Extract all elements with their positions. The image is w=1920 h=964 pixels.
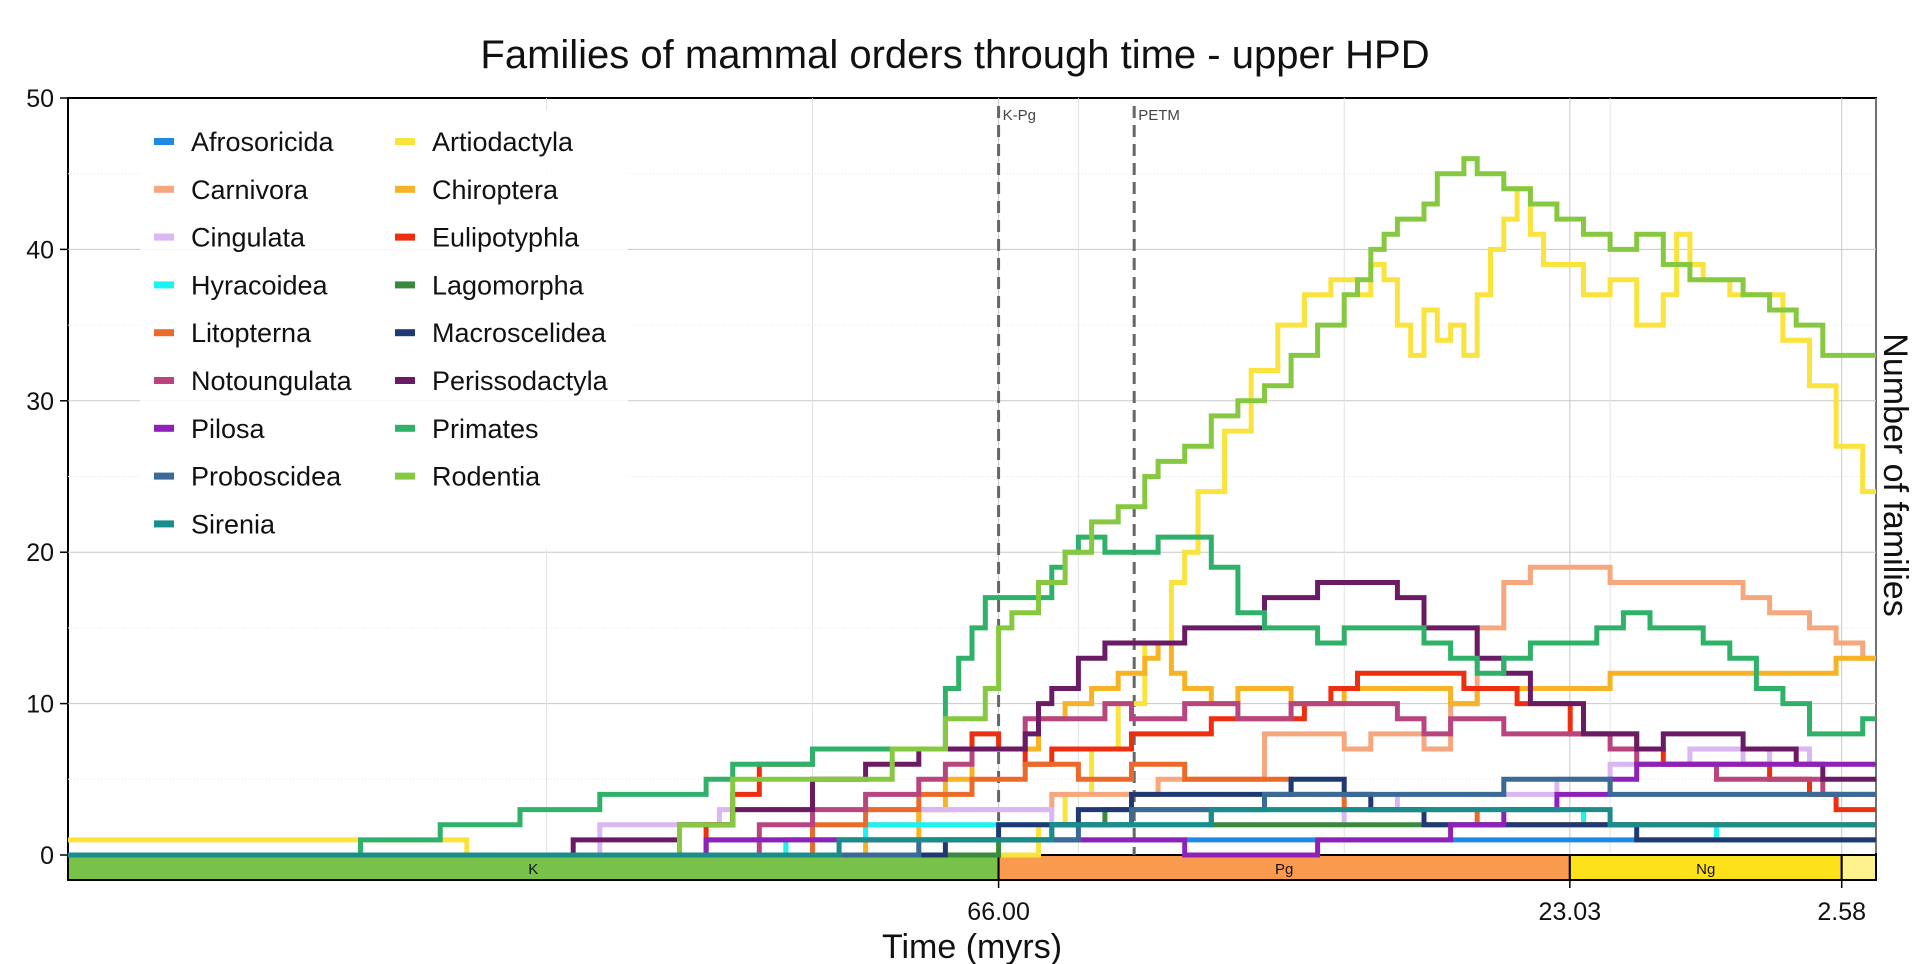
event-annotations: K-Pg PETM	[997, 106, 1180, 855]
legend-label: Afrosoricida	[191, 127, 335, 157]
period-label: K	[528, 861, 538, 878]
event-label: PETM	[1138, 107, 1180, 124]
legend-swatch	[154, 138, 174, 145]
event-label: K-Pg	[1003, 107, 1036, 124]
legend-swatch	[154, 233, 174, 241]
x-tick-label: 23.03	[1539, 898, 1602, 926]
legend-background	[140, 110, 628, 550]
legend-swatch	[395, 233, 415, 241]
series-line-macroscelidea	[68, 776, 1876, 858]
series-line-primates	[68, 534, 1876, 858]
legend-label: Hyracoidea	[191, 270, 329, 300]
legend-label: Macroscelidea	[432, 318, 607, 348]
legend-swatch	[395, 329, 415, 337]
legend-label: Carnivora	[191, 175, 309, 205]
legend-label: Eulipotyphla	[432, 223, 580, 253]
series-line-rodentia	[68, 156, 1876, 858]
legend-label: Primates	[432, 414, 539, 444]
legend-swatch	[395, 424, 415, 432]
legend-swatch	[154, 281, 174, 289]
y-tick-label: 20	[26, 539, 54, 567]
period-Ng	[1568, 854, 1843, 881]
period-label: Ng	[1696, 861, 1715, 878]
legend-label: Sirenia	[191, 509, 276, 539]
period-bar: K Pg Ng	[67, 854, 1877, 881]
y-axis: 0 10 20 30 40 50	[26, 85, 68, 870]
period-recent	[1840, 854, 1877, 881]
y-tick-label: 10	[26, 691, 54, 719]
legend-swatch	[154, 472, 174, 480]
legend-swatch	[154, 329, 174, 337]
x-axis: 66.00 23.03 2.58	[967, 880, 1866, 926]
legend-label: Artiodactyla	[432, 127, 574, 157]
y-tick-label: 30	[26, 388, 54, 416]
period-label: Pg	[1275, 861, 1293, 878]
y-axis-label: Number of families	[1876, 333, 1914, 616]
y-tick-label: 0	[40, 842, 54, 870]
legend-label: Cingulata	[191, 223, 306, 253]
legend-swatch	[395, 185, 415, 193]
legend-label: Proboscidea	[191, 462, 342, 492]
legend-swatch	[154, 185, 174, 193]
series-line-hyracoidea	[68, 807, 1876, 858]
y-tick-label: 50	[26, 85, 54, 113]
legend-swatch	[154, 377, 174, 384]
period-Pg	[997, 854, 1571, 881]
legend-label: Chiroptera	[432, 175, 559, 205]
chart-title: Families of mammal orders through time -…	[480, 33, 1429, 77]
x-axis-label: Time (myrs)	[882, 928, 1062, 964]
series-line-sirenia	[68, 807, 1876, 858]
legend-label: Litopterna	[191, 318, 312, 348]
legend-swatch	[154, 520, 174, 528]
legend-label: Notoungulata	[191, 366, 353, 396]
legend-swatch	[395, 281, 415, 289]
series-line-notoungulata	[68, 701, 1876, 858]
y-tick-label: 40	[26, 236, 54, 264]
legend-swatch	[395, 138, 415, 145]
series-line-lagomorpha	[68, 807, 1876, 858]
legend-label: Pilosa	[191, 414, 266, 444]
legend: Afrosoricida Artiodactyla Carnivora Chiropt…	[140, 110, 628, 550]
legend-label: Perissodactyla	[432, 366, 609, 396]
series-lines	[68, 156, 1876, 858]
legend-label: Rodentia	[432, 462, 541, 492]
x-tick-label: 2.58	[1817, 898, 1866, 926]
legend-swatch	[154, 424, 174, 432]
legend-swatch	[395, 472, 415, 480]
legend-label: Lagomorpha	[432, 270, 585, 300]
x-tick-label: 66.00	[967, 898, 1030, 926]
legend-swatch	[395, 377, 415, 384]
